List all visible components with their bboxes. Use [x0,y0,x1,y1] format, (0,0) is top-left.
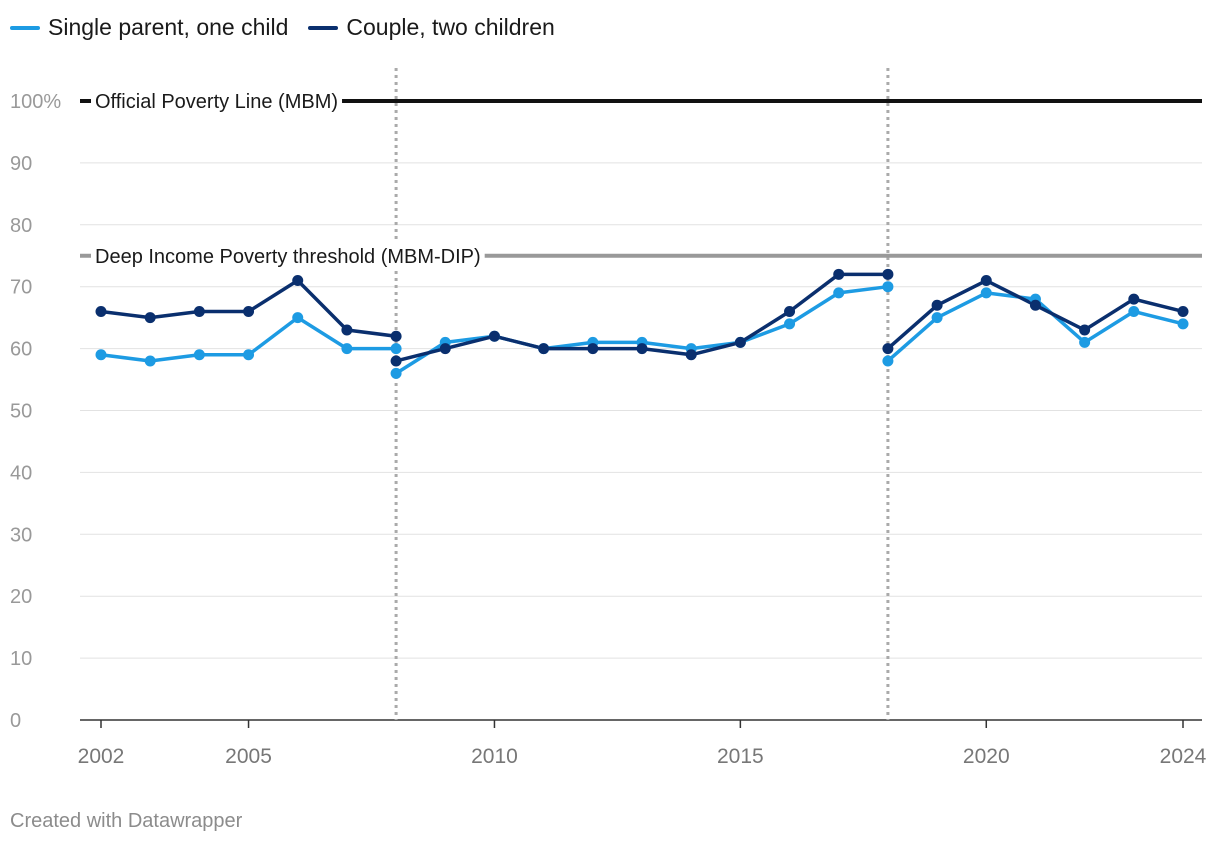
x-tick-label-2005: 2005 [225,745,272,768]
series-1-point-2014-1 [685,349,697,361]
series-1-point-2021-2 [1029,299,1041,311]
line-chart: 0 10 20 30 40 50 60 70 80 90 100% 2002 2005 2010 2015 2… [10,68,1207,768]
y-tick-label-40: 40 [10,462,32,484]
series-1-point-2008-0 [390,330,402,342]
y-tick-label-100: 100% [10,91,61,113]
series-0-point-2024-2 [1177,318,1189,330]
y-tick-label-10: 10 [10,648,32,670]
legend-item-single-parent[interactable]: Single parent, one child [10,14,288,41]
series-1-point-2022-2 [1079,324,1091,336]
reference-line-label-1: Deep Income Poverty threshold (MBM-DIP) [95,246,481,268]
series-1-point-2023-2 [1128,293,1140,305]
reference-line-label-bg-0 [91,87,343,115]
series-1-point-2016-1 [784,305,796,317]
x-tick-label-2024: 2024 [1160,745,1207,768]
series-0-point-2007-0 [341,343,353,355]
series-0-point-2023-2 [1128,305,1140,317]
series-1-point-2008-1 [390,355,402,367]
series-0-point-2016-1 [784,318,796,330]
y-tick-label-60: 60 [10,339,32,361]
series-0-point-2018-1 [882,281,894,293]
series-1-point-2002-0 [95,305,107,317]
series-1-point-2010-1 [488,330,500,342]
y-tick-label-90: 90 [10,153,32,175]
series-0-point-2019-2 [931,312,943,324]
series-0-point-2020-2 [980,287,992,299]
legend-label-couple: Couple, two children [346,14,555,40]
series-1-point-2018-2 [882,343,894,355]
series-1-point-2015-1 [734,336,746,348]
series-1-point-2006-0 [292,275,304,287]
series-0-point-2008-1 [390,367,402,379]
series-1-point-2013-1 [636,343,648,355]
y-tick-label-30: 30 [10,524,32,546]
x-tick-label-2002: 2002 [78,745,125,768]
series-1-point-2020-2 [980,275,992,287]
series-0-point-2002-0 [95,349,107,361]
series-0-point-2022-2 [1079,336,1091,348]
reference-line-label-bg-1 [91,241,485,270]
legend-item-couple[interactable]: Couple, two children [308,14,555,41]
series-1-point-2019-2 [931,299,943,311]
chart-legend: Single parent, one child Couple, two chi… [10,14,555,41]
series-0-point-2017-1 [833,287,845,299]
series-0-point-2008-0 [390,343,402,355]
footer-credit: Created with Datawrapper [10,810,243,832]
series-0-point-2005-0 [243,349,255,361]
x-tick-label-2015: 2015 [717,745,764,768]
y-tick-label-20: 20 [10,586,32,608]
series-1-point-2004-0 [193,305,205,317]
x-tick-label-2020: 2020 [963,745,1010,768]
series-1-point-2003-0 [144,312,156,324]
series-1-line-segment-2 [886,278,1185,351]
legend-label-single-parent: Single parent, one child [48,14,289,40]
series-1-point-2018-1 [882,268,894,280]
series-1-point-2012-1 [587,343,599,355]
x-tick-label-2010: 2010 [471,745,518,768]
series-0-point-2004-0 [193,349,205,361]
series-0-line-segment-1 [394,284,890,376]
series-1-point-2009-1 [439,343,451,355]
series-1-point-2017-1 [833,268,845,280]
legend-swatch-couple [308,25,339,30]
y-tick-label-0: 0 [10,710,21,732]
reference-line-label-0: Official Poverty Line (MBM) [95,91,338,113]
y-tick-label-50: 50 [10,401,32,423]
y-tick-label-80: 80 [10,215,32,237]
y-tick-label-70: 70 [10,277,32,299]
series-0-point-2018-2 [882,355,894,367]
series-1-point-2005-0 [243,305,255,317]
series-1-point-2011-1 [538,343,550,355]
series-1-point-2024-2 [1177,305,1189,317]
series-1-point-2007-0 [341,324,353,336]
legend-swatch-single-parent [10,25,40,30]
series-0-point-2006-0 [292,312,304,324]
series-0-point-2003-0 [144,355,156,367]
